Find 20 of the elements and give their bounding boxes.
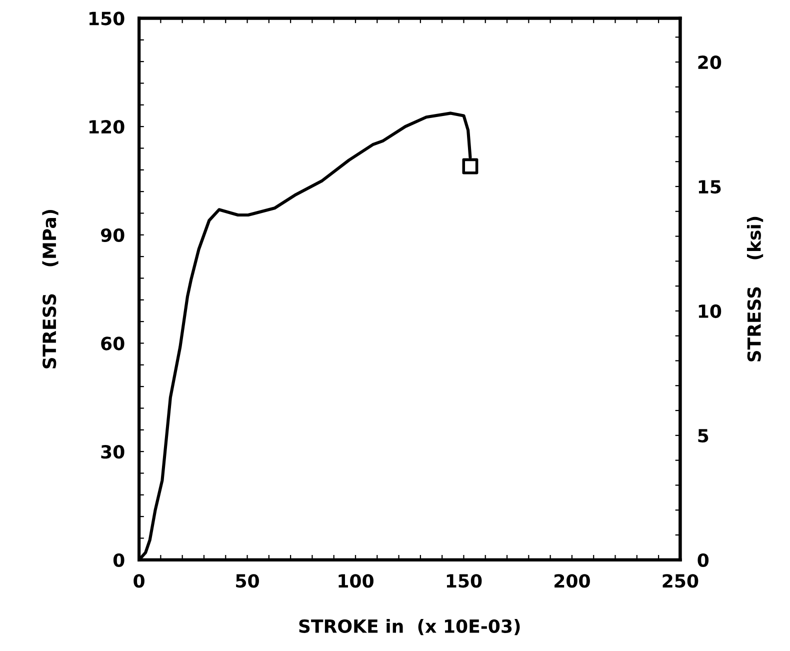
y-tick-label: 150 xyxy=(90,12,124,26)
x-tick-label: 150 xyxy=(446,574,482,588)
x-axis-title: STROKE in (x 10E-03) xyxy=(299,619,520,636)
y-tick-label: 0 xyxy=(113,553,124,567)
x-tick-label: 50 xyxy=(236,574,259,588)
y2-tick-label: 10 xyxy=(698,304,722,318)
y2-tick-label: 15 xyxy=(698,180,721,194)
y-tick-label: 30 xyxy=(101,444,124,459)
y2-axis-title: STRESS (ksi) xyxy=(746,216,764,362)
y2-tick-label: 20 xyxy=(698,55,722,70)
y2-tick-label: 5 xyxy=(698,429,708,443)
y-tick-label: 120 xyxy=(90,120,124,134)
x-tick-label: 100 xyxy=(338,574,374,588)
y-tick-label: 60 xyxy=(101,336,124,350)
x-tick-label: 200 xyxy=(554,574,590,588)
x-tick-label: 0 xyxy=(134,574,144,588)
y2-tick-label: 0 xyxy=(698,553,709,567)
y-tick-label: 90 xyxy=(100,228,124,242)
x-tick-label: 250 xyxy=(662,574,698,588)
y-axis-title: STRESS (MPa) xyxy=(42,210,58,368)
